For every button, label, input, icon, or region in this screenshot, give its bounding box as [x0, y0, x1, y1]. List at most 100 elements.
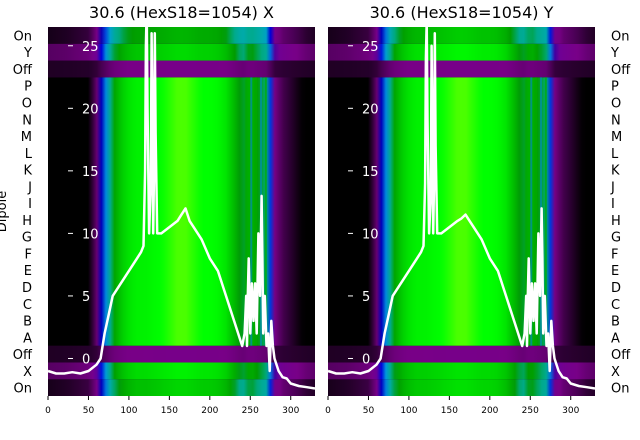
y-category-label: A: [23, 331, 32, 346]
y-category-label: G: [22, 231, 32, 246]
chart-title: 30.6 (HexS18=1054) Y: [370, 3, 554, 22]
y-category-label: Off: [611, 348, 631, 363]
heatmap-band-dipoles: [328, 77, 595, 346]
x-tick-label: 50: [83, 406, 95, 416]
y-category-label: Off: [611, 63, 631, 78]
y-category-label: P: [611, 80, 619, 95]
y-category-label: K: [23, 164, 32, 179]
x-tick-label: 0: [45, 406, 51, 416]
y-category-label: On: [611, 29, 629, 44]
x-tick-label: 200: [481, 406, 498, 416]
y-category-label: B: [23, 315, 32, 330]
y-category-label: E: [611, 264, 619, 279]
x-tick-label: 150: [161, 406, 178, 416]
y-axis-label: Dipole: [0, 191, 10, 232]
y-category-label: I: [28, 197, 32, 212]
y-category-label: L: [611, 147, 619, 162]
overlay-tick-label: 15: [82, 165, 99, 180]
heatmap-band-x: [328, 362, 595, 380]
y-category-label: On: [611, 382, 629, 397]
y-category-label: C: [611, 298, 620, 313]
heatmap-band-on-bottom: [48, 379, 315, 396]
x-tick-label: 0: [325, 406, 331, 416]
heatmap-streak: [544, 77, 547, 346]
heatmap-band-x: [48, 362, 315, 380]
overlay-tick-label: 5: [82, 290, 90, 305]
overlay-tick-label: 20: [362, 102, 379, 117]
x-tick-label: 100: [120, 406, 137, 416]
heatmap-streak: [255, 77, 258, 346]
y-category-label: N: [611, 113, 621, 128]
heatmap-band-off-top: [48, 60, 315, 78]
overlay-tick-label: 25: [362, 40, 379, 55]
y-category-label: F: [611, 247, 618, 262]
y-category-label: K: [611, 164, 620, 179]
y-category-label: Off: [13, 348, 33, 363]
y-category-label: I: [611, 197, 615, 212]
y-category-label: J: [27, 180, 32, 195]
y-category-label: L: [25, 147, 33, 162]
y-category-label: A: [611, 331, 620, 346]
y-category-label: X: [611, 365, 620, 380]
y-category-label: B: [611, 315, 620, 330]
y-category-label: N: [22, 113, 32, 128]
heatmap-band-y: [48, 43, 315, 61]
x-tick-label: 250: [522, 406, 539, 416]
heatmap-streak: [245, 77, 248, 346]
y-category-label: F: [25, 247, 32, 262]
y-category-label: O: [611, 96, 621, 111]
heatmap-band-on-top: [48, 27, 315, 44]
y-category-label: On: [14, 29, 32, 44]
x-tick-label: 100: [400, 406, 417, 416]
overlay-tick-label: 0: [82, 352, 90, 367]
y-category-label: J: [610, 180, 615, 195]
heatmap-streak: [264, 77, 267, 346]
x-tick-label: 250: [242, 406, 259, 416]
x-tick-label: 300: [282, 406, 299, 416]
x-tick-label: 150: [441, 406, 458, 416]
y-category-label: Y: [610, 46, 619, 61]
heatmap-band-y: [328, 43, 595, 61]
y-category-label: E: [24, 264, 32, 279]
heatmap-layer: [48, 27, 595, 396]
heatmap-band-on-top: [328, 27, 595, 44]
y-category-label: D: [22, 281, 32, 296]
y-category-label: Y: [23, 46, 32, 61]
y-category-label: O: [22, 96, 32, 111]
overlay-layer: [47, 6, 596, 390]
y-category-label: H: [22, 214, 32, 229]
y-category-label: H: [611, 214, 621, 229]
y-category-label: G: [611, 231, 621, 246]
overlay-tick-label: 15: [362, 165, 379, 180]
y-category-label: On: [14, 382, 32, 397]
heatmap-band-off-bottom: [48, 345, 315, 363]
overlay-tick-label: 5: [362, 290, 370, 305]
overlay-tick-label: 20: [82, 102, 99, 117]
x-tick-label: 200: [201, 406, 218, 416]
heatmap-streak: [525, 77, 528, 346]
y-category-label: X: [23, 365, 32, 380]
chart-title: 30.6 (HexS18=1054) X: [89, 3, 274, 22]
x-tick-label: 50: [363, 406, 375, 416]
heatmap-band-off-top: [328, 60, 595, 78]
y-category-label: M: [611, 130, 622, 145]
overlay-line: [327, 19, 596, 390]
heatmap-streak: [535, 77, 538, 346]
heatmap-streak: [530, 77, 533, 346]
overlay-line: [47, 6, 316, 390]
overlay-tick-label: 10: [362, 227, 379, 242]
y-category-label: D: [611, 281, 621, 296]
heatmap-streak: [250, 77, 253, 346]
x-tick-label: 300: [562, 406, 579, 416]
heatmap-band-dipoles: [48, 77, 315, 346]
overlay-tick-label: 0: [362, 352, 370, 367]
overlay-tick-label: 10: [82, 227, 99, 242]
y-category-label: C: [23, 298, 32, 313]
y-category-label: Off: [13, 63, 33, 78]
y-category-label: P: [24, 80, 32, 95]
heatmap-band-off-bottom: [328, 345, 595, 363]
heatmap-band-on-bottom: [328, 379, 595, 396]
